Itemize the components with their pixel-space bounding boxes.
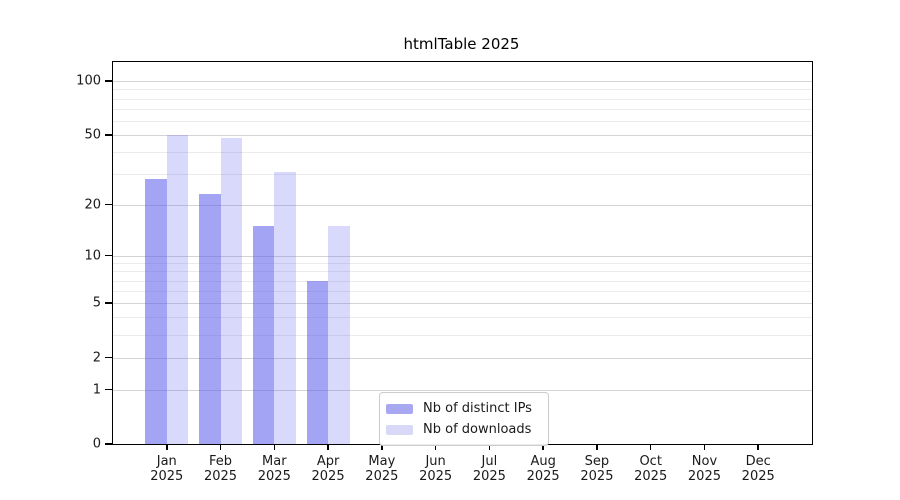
gridline-major xyxy=(113,303,812,305)
bar-downloads xyxy=(274,171,296,444)
bar-distinct-ips xyxy=(145,179,167,444)
x-axis-tick-mark xyxy=(649,444,652,450)
gridline-major xyxy=(113,81,812,83)
x-axis-tick-mark xyxy=(381,444,383,450)
gridline-minor xyxy=(113,174,812,176)
bar-distinct-ips xyxy=(199,194,221,444)
x-axis-tick-label: Mar 2025 xyxy=(257,454,291,485)
x-axis-tick-mark xyxy=(596,444,598,450)
y-axis-tick-mark xyxy=(105,356,112,359)
legend: Nb of distinct IPs Nb of downloads xyxy=(379,392,549,446)
gridline-minor xyxy=(113,317,812,319)
gridline-minor xyxy=(113,89,812,91)
x-axis-tick-mark xyxy=(488,444,491,450)
chart-title: htmlTable 2025 xyxy=(403,35,520,53)
y-axis-tick-label: 0 xyxy=(92,436,101,452)
gridline-minor xyxy=(113,271,812,273)
y-axis-tick-mark xyxy=(105,254,112,257)
legend-swatch-distinct-ips xyxy=(386,403,413,414)
gridline-major xyxy=(113,255,812,257)
gridline-minor xyxy=(113,98,812,100)
x-axis-tick-label: Jul 2025 xyxy=(472,454,506,485)
bar-downloads xyxy=(166,134,189,444)
gridline-minor xyxy=(113,291,812,293)
y-axis-tick-label: 1 xyxy=(92,382,101,397)
legend-item-distinct-ips: Nb of distinct IPs xyxy=(386,398,540,419)
legend-label-downloads: Nb of downloads xyxy=(423,422,532,437)
gridline-minor xyxy=(113,280,812,282)
gridline-major xyxy=(113,389,812,391)
gridline-minor xyxy=(113,263,812,264)
x-axis-tick-mark xyxy=(434,444,437,450)
y-axis-tick-label: 100 xyxy=(76,73,101,89)
y-axis-tick-label: 20 xyxy=(84,197,101,213)
y-axis-tick-mark xyxy=(105,302,112,304)
bar-distinct-ips xyxy=(252,226,275,444)
legend-label-distinct-ips: Nb of distinct IPs xyxy=(423,401,532,416)
gridline-minor xyxy=(113,120,812,122)
bar-downloads xyxy=(328,226,350,444)
y-axis-tick-label: 50 xyxy=(84,127,101,143)
legend-item-downloads: Nb of downloads xyxy=(386,419,540,440)
x-axis-tick-mark xyxy=(542,444,544,450)
bar-downloads xyxy=(220,138,243,444)
gridline-minor xyxy=(113,108,812,110)
x-axis-tick-mark xyxy=(165,444,168,450)
bar-distinct-ips xyxy=(306,280,329,444)
x-axis-tick-label: Aug 2025 xyxy=(526,454,560,485)
x-axis-tick-mark xyxy=(327,444,329,450)
y-axis-tick-label: 5 xyxy=(92,295,101,311)
gridline-major xyxy=(113,134,812,136)
gridline-minor xyxy=(113,152,812,154)
x-axis-tick-label: May 2025 xyxy=(365,454,399,485)
y-axis-tick-mark xyxy=(105,388,112,391)
x-axis-tick-mark xyxy=(703,444,706,450)
x-axis-tick-mark xyxy=(273,444,276,450)
x-axis-tick-label: Sep 2025 xyxy=(580,454,614,485)
y-axis-tick-mark xyxy=(105,203,112,206)
y-axis-tick-mark xyxy=(105,134,112,136)
x-axis-tick-label: Dec 2025 xyxy=(741,454,775,485)
x-axis-tick-mark xyxy=(757,444,760,450)
x-axis-tick-label: Jun 2025 xyxy=(419,454,453,485)
y-axis-tick-mark xyxy=(105,443,112,445)
legend-swatch-downloads xyxy=(386,424,413,435)
x-axis-tick-label: Oct 2025 xyxy=(634,454,668,485)
gridline-major xyxy=(113,204,812,206)
plot-area: Nb of distinct IPs Nb of downloads 0 1 2 5 1… xyxy=(76,61,813,484)
x-axis-tick-label: Feb 2025 xyxy=(203,454,238,485)
y-axis-tick-label: 2 xyxy=(92,350,101,366)
y-axis-tick-label: 10 xyxy=(84,248,101,263)
x-axis-tick-label: Nov 2025 xyxy=(687,454,721,485)
x-axis-tick-mark xyxy=(219,444,222,450)
x-axis-tick-label: Jan 2025 xyxy=(150,454,184,485)
gridline-major xyxy=(113,357,812,359)
y-axis-tick-mark xyxy=(105,80,112,82)
x-axis-tick-label: Apr 2025 xyxy=(311,454,345,485)
gridline-minor xyxy=(113,335,812,337)
